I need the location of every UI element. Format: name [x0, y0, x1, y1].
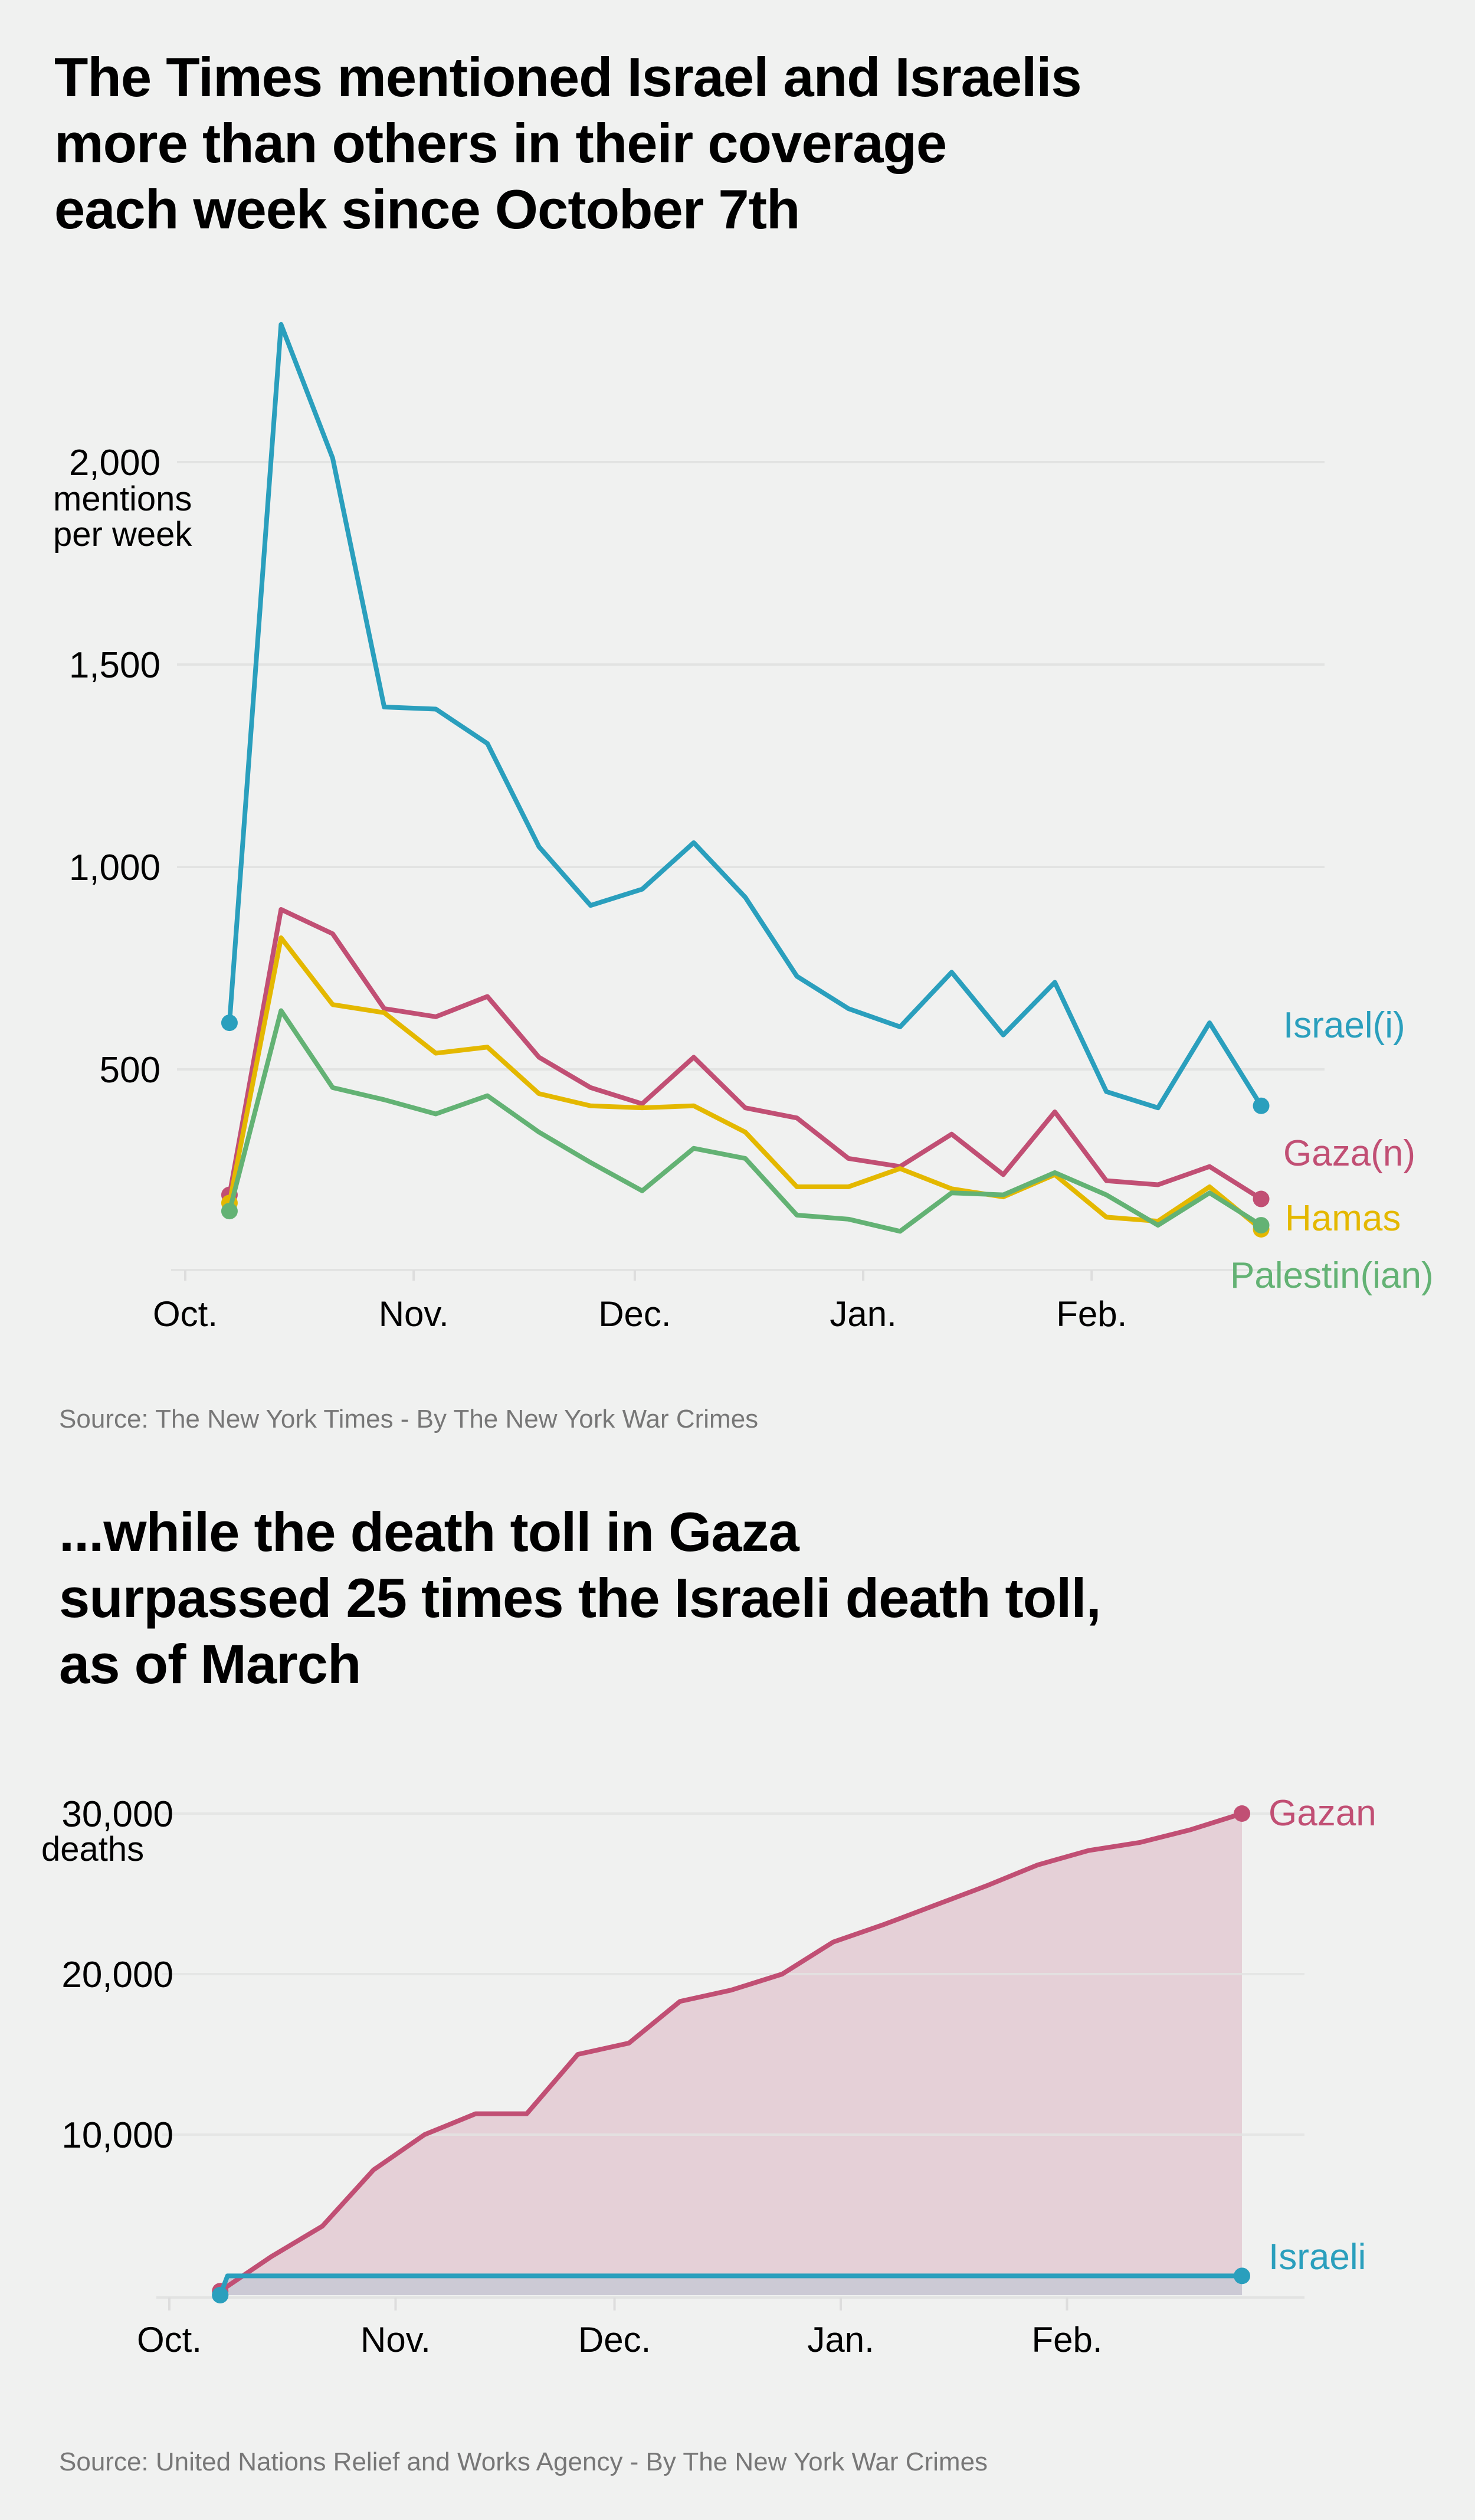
- series-end-point: [1253, 1190, 1270, 1207]
- y-tick-label: 20,000: [61, 1955, 173, 1995]
- y-tick-label: 1,000: [69, 847, 160, 888]
- series-label: Gaza(n): [1283, 1133, 1415, 1174]
- y-tick-label: 10,000: [61, 2115, 173, 2156]
- x-tick-label: Dec.: [598, 1294, 671, 1334]
- title-line: as of March: [59, 1633, 361, 1695]
- y-tick-label: 500: [100, 1050, 160, 1091]
- x-tick-label: Jan.: [807, 2320, 874, 2359]
- title-line: The Times mentioned Israel and Israelis: [54, 46, 1082, 108]
- series-line-hamas: [227, 935, 1263, 1232]
- y-axis-unit: per week: [53, 515, 192, 554]
- series-line-gazan: [227, 907, 1263, 1201]
- series-end-point: [1234, 2267, 1251, 2285]
- y-axis-unit: deaths: [41, 1830, 144, 1868]
- chart1-title: The Times mentioned Israel and Israelis …: [54, 44, 1082, 243]
- x-tick-label: Jan.: [830, 1294, 896, 1334]
- title-line: ...while the death toll in Gaza: [59, 1501, 799, 1563]
- series-label: Israeli: [1268, 2237, 1366, 2277]
- title-line: surpassed 25 times the Israeli death tol…: [59, 1567, 1102, 1629]
- y-tick-label: 1,500: [69, 645, 160, 686]
- chart2-title: ...while the death toll in Gaza surpasse…: [59, 1499, 1102, 1697]
- series-end-point: [1234, 1805, 1251, 1822]
- x-tick-label: Feb.: [1056, 1294, 1127, 1334]
- title-line: each week since October 7th: [54, 178, 800, 240]
- chart1-source: Source: The New York Times - By The New …: [59, 1405, 759, 1434]
- series-area-gazan: [220, 1814, 1243, 2295]
- y-tick-label: 30,000: [61, 1794, 173, 1835]
- y-tick-label: 2,000: [69, 443, 160, 483]
- chart2-source: Source: United Nations Relief and Works …: [59, 2447, 988, 2476]
- series-line-gazan: [218, 1811, 1243, 2293]
- x-tick-label: Dec.: [578, 2320, 651, 2359]
- series-line-israeli: [227, 322, 1263, 1111]
- israeli-start-point: [212, 2287, 229, 2303]
- y-axis-unit: mentions: [53, 480, 192, 518]
- series-area-israeli: [220, 2276, 1243, 2295]
- x-tick-label: Nov.: [360, 2320, 431, 2359]
- x-tick-label: Feb.: [1031, 2320, 1102, 2359]
- series-start-point: [221, 1203, 238, 1220]
- series-end-point: [1253, 1097, 1270, 1114]
- series-line-palestinian: [227, 1008, 1263, 1234]
- title-line: more than others in their coverage: [54, 112, 947, 174]
- x-tick-label: Oct.: [153, 1294, 218, 1334]
- series-label: Palestin(ian): [1230, 1255, 1434, 1296]
- series-start-point: [221, 1014, 238, 1032]
- x-tick-label: Nov.: [379, 1294, 449, 1334]
- series-label: Gazan: [1268, 1793, 1376, 1834]
- series-label: Israel(i): [1283, 1005, 1405, 1046]
- series-label: Hamas: [1285, 1198, 1401, 1239]
- series-end-point: [1253, 1217, 1270, 1234]
- x-tick-label: Oct.: [137, 2320, 202, 2359]
